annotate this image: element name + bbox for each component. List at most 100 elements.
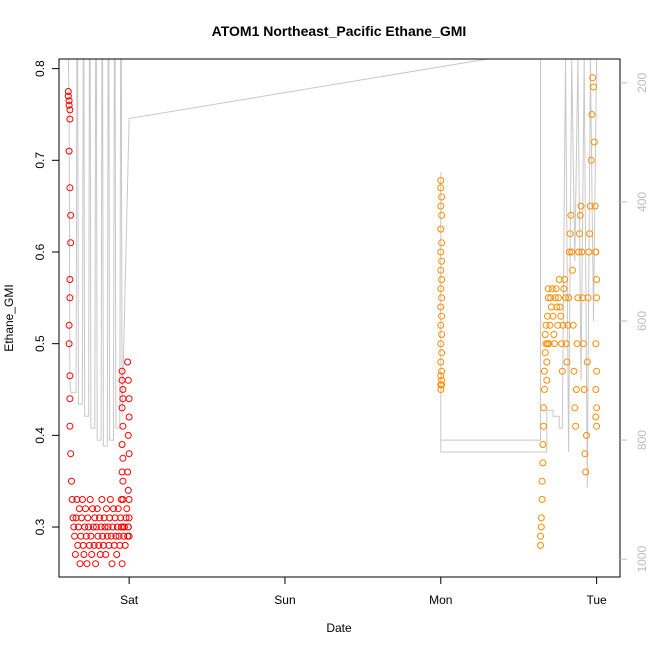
data-point-series-1 — [65, 321, 73, 329]
data-point-series-2 — [565, 294, 573, 302]
x-tick-label: Tue — [587, 593, 608, 607]
x-tick-label: Sun — [274, 593, 295, 607]
data-point-series-1 — [76, 560, 84, 568]
chart-title: ATOM1 Northeast_Pacific Ethane_GMI — [212, 23, 467, 39]
data-point-series-1 — [64, 92, 72, 100]
data-point-series-1 — [65, 97, 73, 105]
data-point-series-1 — [68, 496, 76, 503]
y-axis: 0.3 0.4 0.5 0.6 0.7 0.8 — [33, 60, 59, 535]
data-point-series-1 — [106, 496, 114, 503]
data-point-series-1 — [124, 486, 132, 494]
data-point-series-1 — [118, 560, 126, 568]
data-point-series-2 — [547, 294, 555, 302]
data-point-series-2 — [558, 367, 566, 375]
data-point-series-2 — [437, 386, 445, 393]
data-point-series-2 — [576, 230, 583, 238]
data-point-series-2 — [438, 349, 446, 357]
data-point-series-2 — [576, 211, 584, 219]
data-point-series-2 — [438, 312, 446, 320]
data-point-series-2 — [592, 386, 600, 393]
data-point-series-1 — [85, 523, 93, 531]
data-point-series-1 — [66, 184, 74, 192]
data-point-series-1 — [122, 514, 130, 522]
data-point-series-2 — [549, 312, 557, 320]
data-point-series-2 — [551, 340, 558, 348]
data-point-series-2 — [572, 422, 580, 430]
data-point-series-2 — [541, 331, 549, 338]
data-point-series-1 — [96, 514, 103, 522]
data-point-series-2 — [544, 294, 552, 302]
data-point-series-1 — [94, 532, 102, 540]
y-tick-label: 0.8 — [33, 60, 47, 77]
data-point-series-2 — [591, 202, 599, 210]
data-point-series-2 — [539, 441, 547, 448]
data-point-series-1 — [119, 422, 127, 430]
data-point-series-2 — [539, 459, 547, 467]
data-point-series-2 — [437, 358, 445, 366]
data-point-series-2 — [438, 294, 446, 302]
data-point-series-1 — [89, 523, 97, 531]
data-point-series-2 — [559, 321, 567, 329]
y-tick-label: 0.6 — [33, 243, 47, 260]
data-point-series-1 — [95, 541, 103, 549]
data-point-series-2 — [563, 358, 571, 366]
data-point-series-2 — [546, 321, 554, 329]
y-tick-label: 0.3 — [33, 518, 47, 535]
data-point-series-2 — [582, 468, 590, 476]
data-point-series-2 — [569, 321, 577, 329]
data-point-series-2 — [438, 193, 446, 201]
data-point-series-2 — [583, 358, 591, 366]
data-point-series-1 — [124, 431, 132, 439]
data-point-series-2 — [584, 294, 592, 302]
data-point-series-1 — [103, 505, 110, 513]
data-point-series-2 — [588, 111, 596, 118]
data-point-series-2 — [581, 450, 589, 458]
data-point-series-2 — [537, 532, 544, 540]
right-tick-label: 200 — [635, 72, 649, 92]
data-point-series-1 — [125, 532, 133, 540]
data-point-series-1 — [89, 505, 96, 513]
data-point-series-2 — [538, 496, 546, 503]
data-point-series-2 — [593, 294, 601, 302]
data-point-series-2 — [540, 404, 548, 412]
data-point-series-1 — [125, 496, 133, 503]
data-point-series-1 — [103, 532, 111, 540]
data-point-series-2 — [554, 321, 562, 329]
data-point-series-1 — [118, 441, 126, 448]
data-point-series-1 — [117, 514, 125, 522]
data-point-series-1 — [112, 532, 120, 540]
data-point-series-1 — [68, 477, 75, 485]
data-point-series-2 — [586, 230, 594, 238]
data-point-series-1 — [125, 413, 133, 421]
data-point-series-2 — [578, 248, 586, 256]
data-point-series-2 — [590, 83, 597, 91]
data-point-series-1 — [105, 541, 113, 549]
data-point-series-1 — [67, 211, 75, 219]
data-point-series-1 — [119, 477, 127, 485]
data-point-series-1 — [91, 514, 99, 522]
data-point-series-2 — [438, 257, 446, 265]
data-point-series-1 — [84, 514, 92, 522]
data-point-series-2 — [580, 386, 588, 393]
data-point-series-2 — [562, 340, 570, 348]
data-point-series-1 — [85, 541, 93, 549]
data-point-series-2 — [579, 340, 587, 348]
data-point-series-2 — [560, 285, 568, 293]
right-axis: 200 400 600 800 1000 — [620, 72, 649, 572]
data-point-series-2 — [540, 422, 548, 430]
data-point-series-1 — [123, 505, 131, 513]
data-point-series-1 — [125, 450, 133, 458]
data-point-series-1 — [82, 532, 90, 540]
plot-frame — [58, 58, 621, 578]
data-point-series-1 — [92, 523, 100, 531]
data-point-series-1 — [88, 551, 96, 558]
data-point-series-2 — [575, 248, 583, 256]
data-point-series-1 — [98, 496, 106, 503]
data-point-series-2 — [552, 285, 560, 293]
data-point-series-1 — [117, 496, 125, 503]
data-point-series-2 — [565, 248, 573, 256]
data-point-series-1 — [65, 340, 73, 348]
data-point-series-1 — [96, 551, 104, 558]
data-point-series-2 — [542, 321, 550, 329]
data-point-series-2 — [592, 413, 600, 421]
